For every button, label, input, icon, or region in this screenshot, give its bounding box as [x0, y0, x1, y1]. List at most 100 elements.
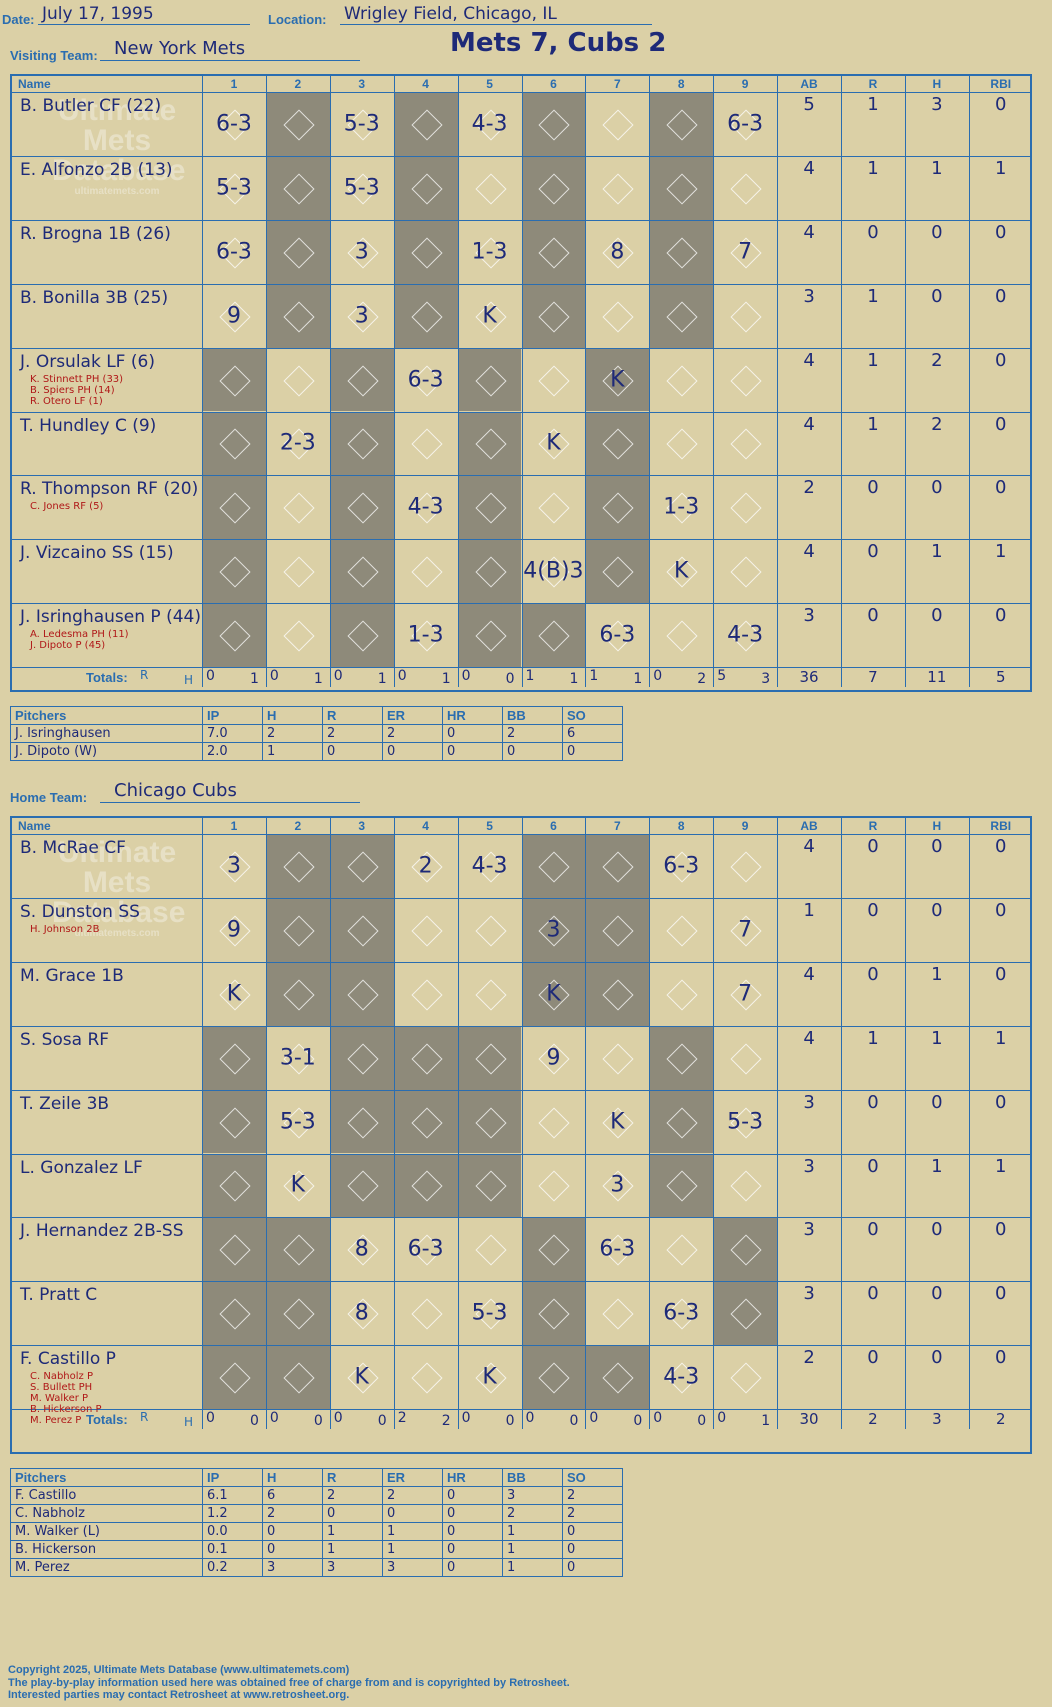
inning-hits: 1 [313, 671, 323, 688]
substitute-name: H. Johnson 2B [30, 923, 100, 935]
inning-hits: 1 [761, 1413, 771, 1430]
play-result: 4-3 [663, 1364, 700, 1390]
shaded-cell [265, 1345, 330, 1410]
stat-r: 1 [867, 413, 879, 435]
player-name: R. Thompson RF (20) [20, 479, 199, 500]
pitcher-bb: 2 [502, 1504, 563, 1523]
pitcher-h: 2 [262, 724, 323, 743]
inning-runs: 0 [333, 668, 343, 685]
base-diamond [283, 364, 315, 397]
pitcher-col-r: R [322, 1468, 383, 1487]
player-name: B. McRae CF [20, 838, 126, 858]
visiting-team-label: Visiting Team: [10, 48, 98, 63]
shaded-cell [457, 1089, 522, 1154]
stat-r: 1 [867, 285, 879, 307]
shaded-cell [329, 961, 394, 1026]
grid-vline [713, 818, 715, 1430]
base-diamond [730, 364, 762, 397]
pitcher-er: 0 [382, 742, 443, 761]
watermark-line2: Mets [82, 866, 152, 899]
player-name: J. Vizcaino SS (15) [20, 543, 174, 564]
play-result: 5-3 [727, 1109, 764, 1135]
base-diamond [602, 1043, 634, 1075]
total-h: 11 [927, 668, 947, 687]
shaded-cell [457, 1025, 522, 1090]
grid-vline [265, 76, 267, 688]
pitcher-bb: 2 [502, 724, 563, 743]
play-result: 8 [354, 1300, 369, 1326]
pitcher-name: C. Nabholz [10, 1504, 203, 1523]
shaded-cell [457, 1153, 522, 1218]
base-diamond [411, 1298, 443, 1330]
pitcher-col-r: R [322, 706, 383, 725]
base-diamond [666, 915, 698, 947]
totals-h-header: H [184, 673, 194, 688]
pitcher-hr: 0 [442, 1540, 503, 1559]
player-name: M. Grace 1B [20, 965, 124, 986]
pitcher-hr: 0 [442, 1504, 503, 1523]
grid-hline [12, 1345, 1030, 1347]
shaded-cell [202, 1281, 266, 1346]
pitcher-so: 0 [562, 1522, 623, 1541]
pitcher-name: F. Castillo [10, 1486, 203, 1505]
pitcher-col-ip: IP [202, 1468, 263, 1487]
substitute-name: J. Dipoto P (45) [30, 640, 106, 652]
stat-ab: 2 [803, 1347, 815, 1369]
play-result: 1-3 [663, 494, 700, 520]
col-header-name: Name [18, 77, 51, 91]
inning-hits: 0 [697, 1413, 707, 1430]
base-diamond [283, 492, 315, 524]
visiting-team-name: New York Mets [114, 38, 246, 59]
play-result: 4-3 [727, 622, 764, 648]
pitcher-hr: 0 [442, 724, 503, 743]
totals-label: Totals: [86, 670, 128, 686]
pitcher-hr: 0 [442, 1486, 503, 1505]
col-header-ab: AB [800, 819, 818, 833]
stat-ab: 4 [803, 413, 815, 435]
substitute-name: M. Walker P [30, 1393, 89, 1405]
base-diamond [730, 556, 762, 588]
grid-vline [202, 818, 203, 1430]
inning-hits: 3 [761, 671, 771, 688]
play-result: 7 [738, 917, 753, 943]
stat-r: 0 [867, 1347, 879, 1369]
substitute-name: C. Nabholz P [30, 1371, 93, 1383]
shaded-cell [521, 92, 586, 156]
col-header-inning: 1 [230, 819, 238, 833]
shaded-cell [202, 411, 266, 476]
shaded-cell [521, 603, 586, 668]
grid-hline [12, 961, 1030, 963]
play-result: K [610, 367, 625, 393]
col-header-inning: 8 [677, 819, 685, 833]
inning-hits: 0 [633, 1413, 643, 1430]
inning-runs: 0 [461, 668, 471, 685]
pitcher-col-h: H [262, 1468, 323, 1487]
watermark-line3: Database [52, 896, 186, 929]
stat-ab: 4 [803, 349, 815, 371]
total-r: 7 [868, 668, 878, 687]
shaded-cell [265, 897, 330, 962]
play-result: 3 [226, 853, 241, 879]
watermark-line1: Ultimate [57, 836, 177, 869]
stat-h: 0 [931, 1091, 943, 1113]
shaded-cell [713, 1217, 778, 1282]
shaded-cell [521, 1281, 586, 1346]
play-result: 8 [610, 239, 625, 265]
home-team-label: Home Team: [10, 790, 88, 805]
pitcher-bb: 3 [502, 1486, 563, 1505]
player-name: B. Bonilla 3B (25) [20, 287, 169, 308]
stat-h: 1 [931, 541, 943, 563]
pitcher-bb: 1 [502, 1522, 563, 1541]
home-team-name: Chicago Cubs [114, 780, 237, 801]
shaded-cell [265, 834, 330, 898]
grid-vline [265, 818, 267, 1430]
col-header-h: H [932, 819, 942, 833]
stat-h: 0 [931, 605, 943, 627]
shaded-cell [585, 897, 650, 962]
play-result: K [674, 558, 689, 584]
grid-vline [202, 76, 203, 688]
grid-hline [12, 1025, 1030, 1027]
date-label: Date: [2, 12, 35, 27]
location-label: Location: [268, 12, 327, 27]
base-diamond [666, 1234, 698, 1266]
